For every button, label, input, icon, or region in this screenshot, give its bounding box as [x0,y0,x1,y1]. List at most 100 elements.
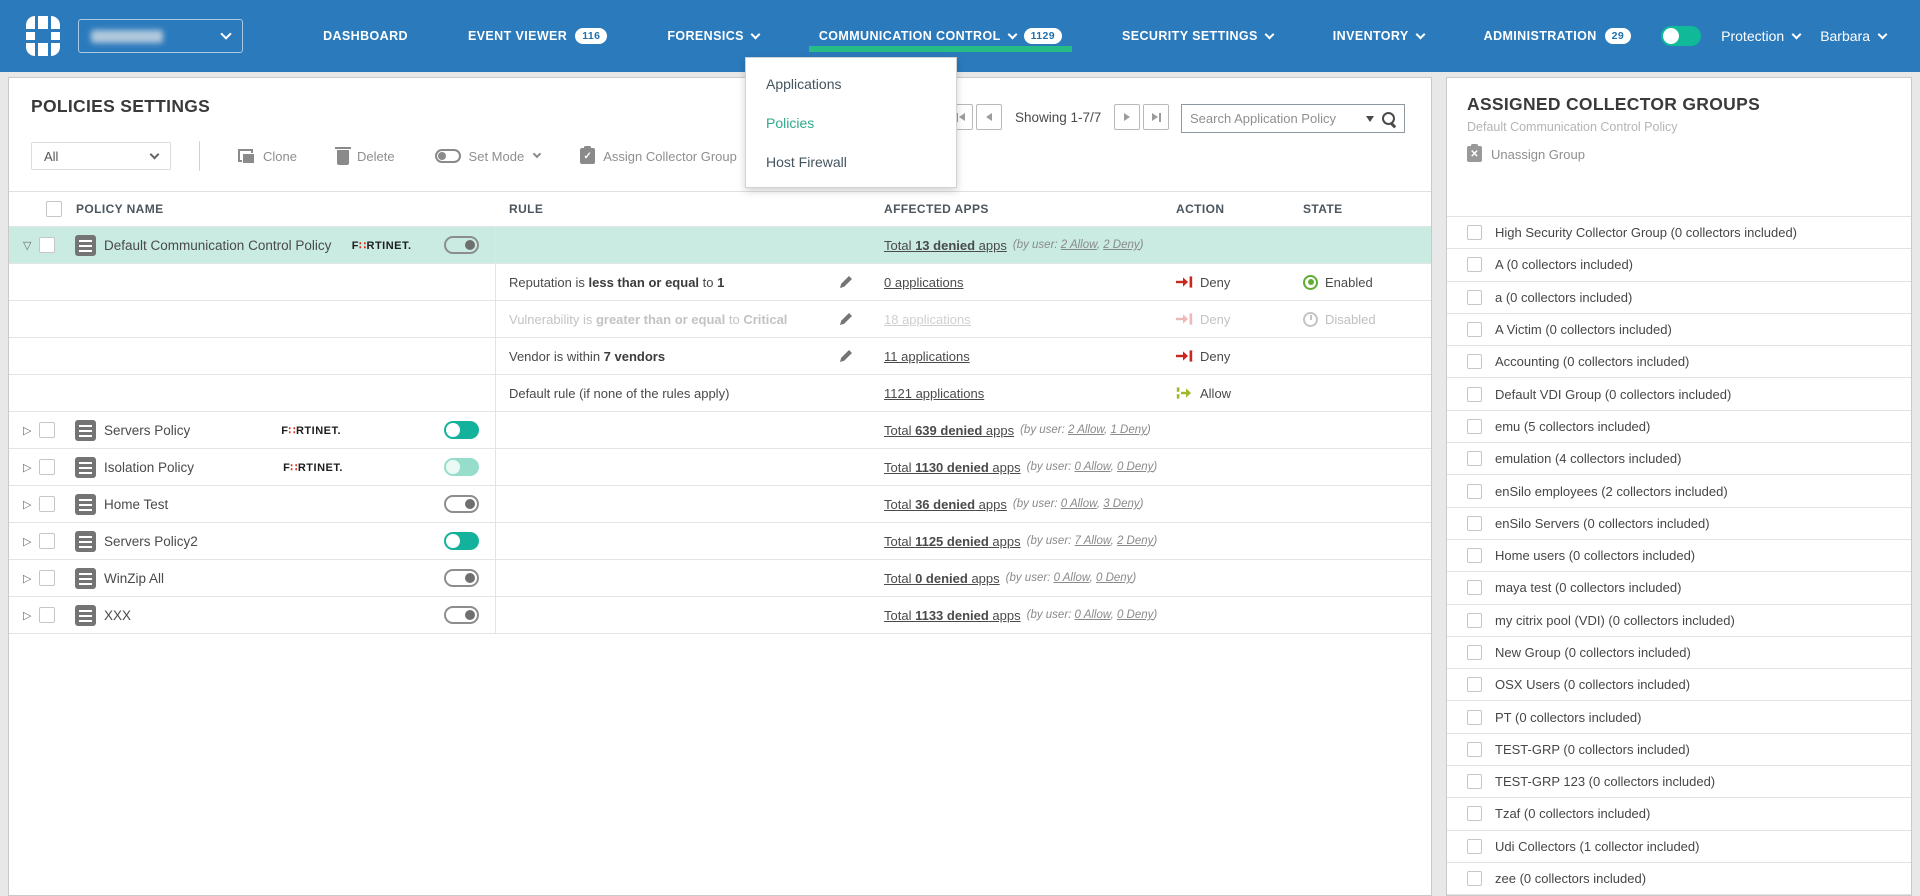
group-checkbox[interactable] [1467,838,1482,854]
group-checkbox[interactable] [1467,225,1482,241]
applications-link[interactable]: 1121 applications [884,385,985,401]
nav-administration[interactable]: ADMINISTRATION 29 [1480,0,1635,72]
list-item[interactable]: Default VDI Group (0 collectors included… [1447,378,1911,411]
list-item[interactable]: enSilo employees (2 collectors included) [1447,475,1911,508]
collapse-caret-icon[interactable]: ▽ [23,239,32,252]
menu-item-policies[interactable]: Policies [766,114,815,131]
menu-item-applications[interactable]: Applications [766,75,842,92]
expand-caret-icon[interactable]: ▷ [23,609,32,622]
policy-row-xxx[interactable]: ▷ XXX Total 1133 denied apps (by user: 0… [9,597,1431,634]
policy-row-isolation-policy[interactable]: ▷ Isolation Policy F∷RTINET. Total 1130 … [9,449,1431,486]
org-selector-dropdown[interactable] [78,19,244,53]
group-checkbox[interactable] [1467,741,1482,757]
group-checkbox[interactable] [1467,483,1482,499]
list-item[interactable]: maya test (0 collectors included) [1447,572,1911,605]
allow-link[interactable]: 0 Allow [1074,461,1111,473]
edit-rule-icon[interactable] [839,275,853,289]
list-item[interactable]: a (0 collectors included) [1447,282,1911,314]
policy-row-servers-policy[interactable]: ▷ Servers Policy F∷RTINET. Total 639 den… [9,412,1431,449]
row-checkbox[interactable] [39,533,55,549]
list-item[interactable]: Home users (0 collectors included) [1447,540,1911,573]
policy-mode-toggle[interactable] [444,495,479,513]
protection-menu[interactable]: Protection [1721,28,1802,44]
denied-apps-link[interactable]: Total 36 denied apps [884,496,1007,512]
protection-toggle[interactable] [1661,26,1702,46]
group-checkbox[interactable] [1467,515,1482,531]
edit-rule-icon[interactable] [839,312,853,326]
denied-apps-link[interactable]: Total 639 denied apps [884,422,1015,438]
deny-link[interactable]: 3 Deny [1103,498,1140,510]
row-checkbox[interactable] [39,570,55,586]
nav-security-settings[interactable]: SECURITY SETTINGS [1118,0,1277,72]
row-checkbox[interactable] [39,422,55,438]
group-checkbox[interactable] [1467,322,1482,338]
group-checkbox[interactable] [1467,806,1482,822]
group-checkbox[interactable] [1467,257,1482,273]
expand-caret-icon[interactable]: ▷ [23,424,32,437]
group-checkbox[interactable] [1467,709,1482,725]
search-icon[interactable] [1381,111,1396,127]
expand-caret-icon[interactable]: ▷ [23,461,32,474]
list-item[interactable]: High Security Collector Group (0 collect… [1447,217,1911,250]
nav-forensics[interactable]: FORENSICS [663,0,763,72]
policy-row-winzip-all[interactable]: ▷ WinZip All Total 0 denied apps (by use… [9,560,1431,597]
list-item[interactable]: enSilo Servers (0 collectors included) [1447,508,1911,540]
list-item[interactable]: PT (0 collectors included) [1447,701,1911,734]
next-page-button[interactable] [1114,104,1141,130]
policy-row-home-test[interactable]: ▷ Home Test Total 36 denied apps (by use… [9,486,1431,523]
nav-dashboard[interactable]: DASHBOARD [319,0,412,72]
rule-row-vulnerability[interactable]: Vulnerability is greater than or equal t… [9,301,1431,338]
clone-button[interactable]: Clone [238,148,297,164]
allow-link[interactable]: 2 Allow [1060,239,1097,251]
edit-rule-icon[interactable] [839,349,853,363]
list-item[interactable]: Accounting (0 collectors included) [1447,346,1911,379]
row-checkbox[interactable] [39,607,55,623]
group-checkbox[interactable] [1467,677,1482,693]
nav-event-viewer[interactable]: EVENT VIEWER 116 [464,0,611,72]
policy-mode-toggle[interactable] [444,569,479,587]
denied-apps-link[interactable]: Total 1130 denied apps [884,459,1021,475]
allow-link[interactable]: 0 Allow [1060,498,1097,510]
group-checkbox[interactable] [1467,548,1482,564]
row-checkbox[interactable] [39,459,55,475]
policy-mode-toggle[interactable] [444,532,479,550]
list-item[interactable]: New Group (0 collectors included) [1447,637,1911,670]
policy-mode-toggle[interactable] [443,421,479,439]
search-filter-dropdown-icon[interactable] [1366,115,1374,122]
unassign-group-button[interactable]: ✕ Unassign Group [1467,144,1585,162]
list-item[interactable]: emulation (4 collectors included) [1447,443,1911,476]
group-checkbox[interactable] [1467,774,1482,790]
expand-caret-icon[interactable]: ▷ [23,498,32,511]
policy-mode-toggle[interactable] [444,236,479,254]
group-checkbox[interactable] [1467,451,1482,467]
rule-row-default[interactable]: Default rule (if none of the rules apply… [9,375,1431,412]
deny-link[interactable]: 2 Deny [1103,239,1140,251]
list-item[interactable]: zee (0 collectors included) [1447,863,1911,896]
group-checkbox[interactable] [1467,354,1482,370]
list-item[interactable]: emu (5 collectors included) [1447,411,1911,444]
allow-link[interactable]: 0 Allow [1053,572,1090,584]
deny-link[interactable]: 0 Deny [1095,572,1133,584]
applications-link[interactable]: 18 applications [884,311,971,327]
row-checkbox[interactable] [39,496,55,512]
group-checkbox[interactable] [1467,289,1482,305]
policy-mode-toggle[interactable] [444,458,479,476]
list-item[interactable]: OSX Users (0 collectors included) [1447,669,1911,702]
denied-apps-link[interactable]: Total 1133 denied apps [884,607,1021,623]
list-item[interactable]: Tzaf (0 collectors included) [1447,798,1911,831]
expand-caret-icon[interactable]: ▷ [23,572,32,585]
group-checkbox[interactable] [1467,418,1482,434]
group-checkbox[interactable] [1467,645,1482,660]
select-all-checkbox[interactable] [46,201,62,217]
denied-apps-link[interactable]: Total 0 denied apps [884,570,1000,586]
policy-row-servers-policy2[interactable]: ▷ Servers Policy2 Total 1125 denied apps… [9,523,1431,560]
last-page-button[interactable] [1143,104,1170,130]
list-item[interactable]: Udi Collectors (1 collector included) [1447,831,1911,863]
denied-apps-link[interactable]: Total 13 denied apps [884,237,1007,253]
nav-inventory[interactable]: INVENTORY [1329,0,1428,72]
policy-mode-toggle[interactable] [444,606,479,624]
user-menu[interactable]: Barbara [1820,28,1888,44]
applications-link[interactable]: 0 applications [884,274,964,290]
delete-button[interactable]: Delete [334,147,395,165]
deny-link[interactable]: 1 Deny [1110,424,1147,436]
